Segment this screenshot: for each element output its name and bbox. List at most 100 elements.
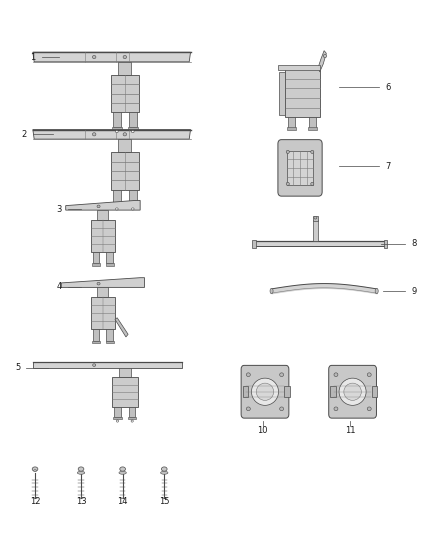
Ellipse shape <box>92 55 96 59</box>
Bar <box>278 65 320 70</box>
Ellipse shape <box>161 467 167 471</box>
Ellipse shape <box>339 378 366 405</box>
Text: 6: 6 <box>385 83 390 92</box>
Text: 12: 12 <box>30 497 40 505</box>
Text: 5: 5 <box>15 364 20 372</box>
FancyBboxPatch shape <box>328 366 376 418</box>
Bar <box>119 368 131 377</box>
Bar <box>313 215 318 221</box>
Text: 8: 8 <box>411 239 417 248</box>
Bar <box>113 190 121 205</box>
Bar <box>92 263 100 265</box>
Ellipse shape <box>279 373 284 376</box>
Ellipse shape <box>97 282 100 285</box>
Bar <box>128 205 138 207</box>
Ellipse shape <box>334 373 338 376</box>
Ellipse shape <box>117 420 119 422</box>
Ellipse shape <box>311 150 314 154</box>
Bar <box>113 112 121 127</box>
Bar <box>243 386 248 397</box>
Bar <box>91 297 115 329</box>
Bar <box>97 287 108 297</box>
Text: 11: 11 <box>345 426 356 435</box>
Ellipse shape <box>286 182 290 185</box>
Bar <box>287 127 296 130</box>
Bar <box>112 127 122 130</box>
Bar <box>118 139 131 152</box>
Ellipse shape <box>97 205 100 208</box>
Bar <box>33 362 182 368</box>
Text: 3: 3 <box>57 205 62 214</box>
Ellipse shape <box>286 150 290 154</box>
Ellipse shape <box>344 383 361 400</box>
Bar <box>313 220 318 241</box>
Polygon shape <box>115 318 128 337</box>
Bar <box>91 220 115 252</box>
Bar <box>279 72 285 115</box>
Ellipse shape <box>123 133 127 136</box>
Ellipse shape <box>131 131 134 133</box>
Bar <box>309 117 316 128</box>
Ellipse shape <box>256 383 274 400</box>
Bar <box>308 127 317 130</box>
Bar <box>111 75 139 112</box>
Ellipse shape <box>78 471 85 474</box>
Bar <box>372 386 378 397</box>
Ellipse shape <box>120 467 125 471</box>
Bar <box>97 210 108 220</box>
Ellipse shape <box>314 216 317 219</box>
Ellipse shape <box>334 407 338 410</box>
Text: 9: 9 <box>411 287 417 295</box>
Bar <box>128 127 138 130</box>
Ellipse shape <box>34 470 36 472</box>
Text: 14: 14 <box>117 497 128 505</box>
Ellipse shape <box>367 407 371 410</box>
Ellipse shape <box>270 288 273 294</box>
Bar <box>113 417 122 419</box>
Bar <box>92 341 100 343</box>
Ellipse shape <box>116 131 118 133</box>
Text: 15: 15 <box>159 497 170 505</box>
Ellipse shape <box>311 182 314 185</box>
Ellipse shape <box>78 467 84 471</box>
Bar <box>288 117 295 128</box>
Ellipse shape <box>93 364 95 367</box>
Bar <box>93 329 99 341</box>
Bar <box>252 239 256 247</box>
Bar <box>112 205 122 207</box>
Polygon shape <box>61 278 145 287</box>
Bar <box>93 252 99 263</box>
Ellipse shape <box>119 471 126 474</box>
Bar <box>129 112 137 127</box>
FancyBboxPatch shape <box>278 140 322 196</box>
Ellipse shape <box>92 133 96 136</box>
Text: 13: 13 <box>76 497 86 505</box>
Bar <box>118 62 131 75</box>
Ellipse shape <box>116 208 118 210</box>
Bar <box>106 329 113 341</box>
Polygon shape <box>66 200 140 210</box>
Polygon shape <box>318 51 326 72</box>
Bar <box>330 386 336 397</box>
Ellipse shape <box>161 471 168 474</box>
Bar <box>286 151 314 185</box>
Polygon shape <box>33 130 191 139</box>
Text: 4: 4 <box>57 282 62 291</box>
Text: 2: 2 <box>21 130 27 139</box>
Bar <box>114 407 121 417</box>
Bar <box>285 386 290 397</box>
Ellipse shape <box>375 288 378 294</box>
Text: 7: 7 <box>385 162 390 171</box>
Bar <box>106 341 114 343</box>
Bar <box>112 377 138 407</box>
Bar <box>285 69 320 117</box>
Ellipse shape <box>367 373 371 376</box>
Ellipse shape <box>131 208 134 210</box>
Bar <box>111 152 139 190</box>
Bar <box>129 190 137 205</box>
Ellipse shape <box>131 420 133 422</box>
Ellipse shape <box>32 467 38 471</box>
Bar <box>128 417 136 419</box>
Ellipse shape <box>246 373 251 376</box>
Polygon shape <box>33 52 191 62</box>
